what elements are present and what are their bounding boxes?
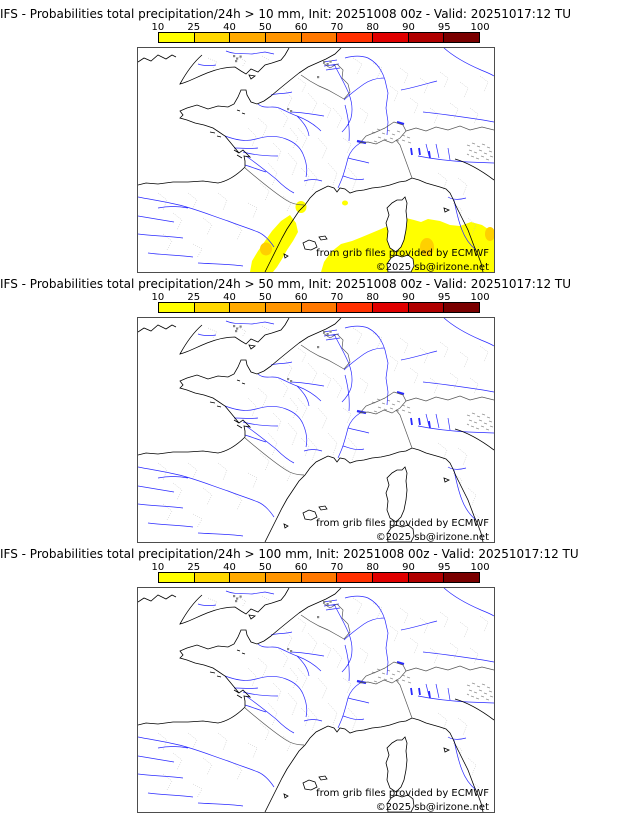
colorbar-tick: 90: [402, 292, 415, 303]
colorbar-segment: [336, 303, 373, 312]
colorbar-tick: 80: [366, 22, 380, 33]
precip-spot-map-edge: [485, 227, 494, 241]
colorbar-segment: [407, 33, 444, 42]
colorbar-tick-labels: 10 25 40 50 60 70 80 90 95 100: [140, 292, 498, 303]
colorbar-segment: [265, 33, 301, 42]
map-panel-10mm: from grib files provided by ECMWF ©2025 …: [137, 47, 495, 273]
colorbar-tick: 90: [402, 22, 415, 33]
precip-area-tyrrhenian: [321, 218, 494, 272]
panel-100mm: IFS - Probabilities total precipitation/…: [0, 541, 630, 813]
map-100mm: from grib files provided by ECMWF ©2025 …: [138, 588, 494, 812]
colorbar: [158, 32, 480, 43]
colorbar-tick: 25: [187, 562, 201, 573]
precip-area-rhone-delta: [342, 200, 348, 206]
colorbar-segment: [336, 573, 373, 582]
colorbar-segment: [443, 573, 480, 582]
colorbar-segment: [372, 33, 408, 42]
basemap: [138, 588, 494, 812]
colorbar-tick: 40: [223, 562, 236, 573]
colorbar-tick: 50: [258, 562, 272, 573]
colorbar-segment: [300, 573, 337, 582]
colorbar-segment: [193, 303, 230, 312]
credit-ecmwf: from grib files provided by ECMWF: [316, 248, 489, 259]
colorbar-tick: 40: [223, 22, 236, 33]
colorbar-tick: 60: [294, 562, 308, 573]
precip-area-catalonia: [250, 215, 298, 272]
colorbar-segment: [159, 303, 194, 312]
credit-ecmwf: from grib files provided by ECMWF: [316, 518, 489, 529]
colorbar-tick: 80: [366, 292, 380, 303]
colorbar-tick: 10: [151, 22, 165, 33]
map-panel-100mm: from grib files provided by ECMWF ©2025 …: [137, 587, 495, 813]
panel-title: IFS - Probabilities total precipitation/…: [0, 547, 579, 561]
colorbar-segment: [265, 573, 301, 582]
precip-spot-sardinia-east: [420, 238, 434, 256]
credit-copyright: ©2025 sb@irizone.net: [376, 802, 489, 812]
colorbar-tick: 10: [151, 292, 165, 303]
panel-title: IFS - Probabilities total precipitation/…: [0, 7, 572, 21]
colorbar-tick: 40: [223, 292, 236, 303]
colorbar-tick: 100: [470, 292, 490, 303]
colorbar-tick: 60: [294, 22, 308, 33]
colorbar-segment: [229, 573, 266, 582]
colorbar-segment: [443, 33, 480, 42]
colorbar-tick: 100: [470, 22, 490, 33]
precip-area-gulf-of-lion: [295, 201, 307, 213]
map-50mm: from grib files provided by ECMWF ©2025 …: [138, 318, 494, 542]
colorbar-tick-labels: 10 25 40 50 60 70 80 90 95 100: [140, 562, 498, 573]
colorbar-tick: 95: [437, 22, 451, 33]
colorbar-segment: [193, 573, 230, 582]
panel-title: IFS - Probabilities total precipitation/…: [0, 277, 572, 291]
colorbar-tick: 90: [402, 562, 415, 573]
colorbar-tick: 70: [330, 292, 344, 303]
colorbar-tick: 25: [187, 292, 201, 303]
colorbar-segment: [265, 303, 301, 312]
colorbar-segment: [229, 303, 266, 312]
colorbar-segment: [336, 33, 373, 42]
colorbar-tick: 70: [330, 562, 344, 573]
panel-50mm: IFS - Probabilities total precipitation/…: [0, 271, 630, 543]
credit-copyright: ©2025 sb@irizone.net: [376, 262, 489, 272]
colorbar-segment: [407, 303, 444, 312]
colorbar-tick: 95: [437, 562, 451, 573]
colorbar-tick: 50: [258, 22, 272, 33]
colorbar-tick: 95: [437, 292, 451, 303]
colorbar-segment: [407, 573, 444, 582]
colorbar-tick: 60: [294, 292, 308, 303]
colorbar-segment: [300, 33, 337, 42]
precip-probability-overlay: [250, 200, 494, 272]
colorbar-tick: 100: [470, 562, 490, 573]
colorbar: [158, 572, 480, 583]
colorbar-segment: [443, 303, 480, 312]
colorbar-segment: [229, 33, 266, 42]
basemap: [138, 318, 494, 542]
map-10mm: from grib files provided by ECMWF ©2025 …: [138, 48, 494, 272]
colorbar-segment: [159, 573, 194, 582]
colorbar-tick: 10: [151, 562, 165, 573]
colorbar-segment: [159, 33, 194, 42]
colorbar: [158, 302, 480, 313]
colorbar-tick: 25: [187, 22, 201, 33]
colorbar-segment: [372, 303, 408, 312]
credit-copyright: ©2025 sb@irizone.net: [376, 532, 489, 542]
colorbar-segment: [193, 33, 230, 42]
map-panel-50mm: from grib files provided by ECMWF ©2025 …: [137, 317, 495, 543]
precip-spot-catalonia: [260, 242, 272, 256]
panel-10mm: IFS - Probabilities total precipitation/…: [0, 1, 630, 273]
colorbar-tick: 80: [366, 562, 380, 573]
credit-ecmwf: from grib files provided by ECMWF: [316, 788, 489, 799]
colorbar-segment: [372, 573, 408, 582]
colorbar-tick-labels: 10 25 40 50 60 70 80 90 95 100: [140, 22, 498, 33]
colorbar-tick: 50: [258, 292, 272, 303]
colorbar-tick: 70: [330, 22, 344, 33]
colorbar-segment: [300, 303, 337, 312]
